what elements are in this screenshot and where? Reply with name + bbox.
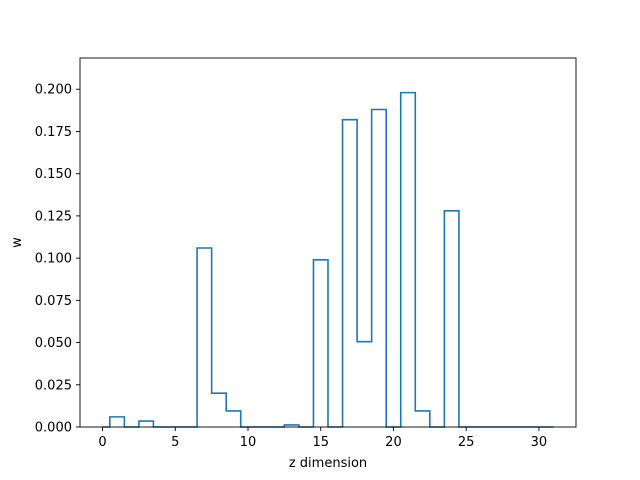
x-tick-label: 5 bbox=[171, 435, 179, 450]
axes-frame bbox=[79, 57, 577, 428]
y-tick-label: 0.100 bbox=[35, 252, 72, 267]
x-axis: 0 5 10 15 20 25 30 bbox=[98, 427, 547, 450]
y-axis: 0.000 0.025 0.050 0.075 0.100 0.125 0.150 0.175… bbox=[35, 83, 80, 436]
x-tick-label: 25 bbox=[458, 435, 475, 450]
y-tick-label: 0.050 bbox=[35, 336, 72, 351]
x-axis-label: z dimension bbox=[289, 456, 367, 471]
x-tick-label: 30 bbox=[531, 435, 548, 450]
x-tick-label: 20 bbox=[385, 435, 402, 450]
y-tick-label: 0.025 bbox=[35, 378, 72, 393]
x-tick-label: 15 bbox=[312, 435, 329, 450]
y-tick-label: 0.000 bbox=[35, 421, 72, 436]
y-tick-label: 0.075 bbox=[35, 294, 72, 309]
y-tick-label: 0.200 bbox=[35, 83, 72, 98]
y-tick-label: 0.150 bbox=[35, 167, 72, 182]
y-tick-label: 0.125 bbox=[35, 209, 72, 224]
x-tick-label: 10 bbox=[240, 435, 257, 450]
y-axis-label: w bbox=[10, 237, 25, 248]
y-tick-label: 0.175 bbox=[35, 125, 72, 140]
x-tick-label: 0 bbox=[98, 435, 106, 450]
